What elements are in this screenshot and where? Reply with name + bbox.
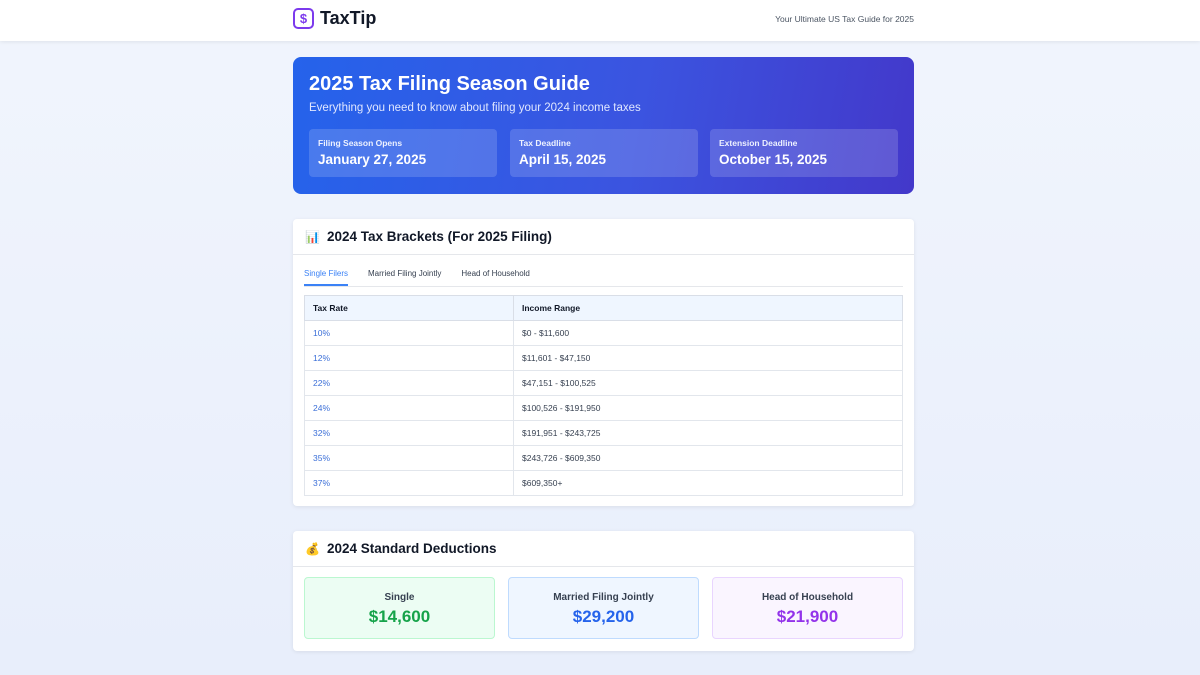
income-range-cell: $100,526 - $191,950 <box>513 395 903 421</box>
filing-status-tabs: Single Filers Married Filing Jointly Hea… <box>304 269 903 287</box>
table-row: 32% $191,951 - $243,725 <box>304 420 903 446</box>
brand-name: TaxTip <box>320 8 377 28</box>
date-card-extension-deadline: Extension Deadline October 15, 2025 <box>710 129 898 177</box>
deduction-label: Head of Household <box>761 592 854 603</box>
tax-rate-cell: 35% <box>304 445 514 471</box>
date-label: Tax Deadline <box>519 138 571 148</box>
tab-married-filing-jointly[interactable]: Married Filing Jointly <box>368 269 442 278</box>
deduction-married-filing-jointly: Married Filing Jointly $29,200 <box>508 577 699 639</box>
deduction-value: $14,600 <box>368 607 431 626</box>
card-header: 💰 2024 Standard Deductions <box>293 531 914 567</box>
tab-head-of-household[interactable]: Head of Household <box>461 269 530 278</box>
income-range-cell: $609,350+ <box>513 470 903 496</box>
hero-subtitle: Everything you need to know about filing… <box>309 102 641 114</box>
tax-rate-cell: 10% <box>304 320 514 346</box>
table-header-row: Tax Rate Income Range <box>304 295 903 321</box>
deduction-single: Single $14,600 <box>304 577 495 639</box>
table-row: 10% $0 - $11,600 <box>304 320 903 346</box>
income-range-cell: $11,601 - $47,150 <box>513 345 903 371</box>
standard-deductions-card: 💰 2024 Standard Deductions Single $14,60… <box>293 531 914 651</box>
date-value: April 15, 2025 <box>519 152 607 167</box>
column-header-tax-rate: Tax Rate <box>304 295 514 321</box>
table-row: 24% $100,526 - $191,950 <box>304 395 903 421</box>
tax-rate-cell: 12% <box>304 345 514 371</box>
income-range-cell: $243,726 - $609,350 <box>513 445 903 471</box>
dollar-logo-icon: $ <box>293 8 314 29</box>
date-card-tax-deadline: Tax Deadline April 15, 2025 <box>510 129 698 177</box>
brand[interactable]: $ TaxTip <box>293 8 376 29</box>
card-title: 2024 Tax Brackets (For 2025 Filing) <box>327 229 552 244</box>
tax-rate-cell: 24% <box>304 395 514 421</box>
card-title: 2024 Standard Deductions <box>327 541 497 556</box>
date-value: October 15, 2025 <box>719 152 828 167</box>
tab-single-filers[interactable]: Single Filers <box>304 269 349 286</box>
income-range-cell: $0 - $11,600 <box>513 320 903 346</box>
deduction-value: $29,200 <box>572 607 635 626</box>
tax-rate-cell: 32% <box>304 420 514 446</box>
table-row: 37% $609,350+ <box>304 470 903 496</box>
table-row: 22% $47,151 - $100,525 <box>304 370 903 396</box>
hero-banner: 2025 Tax Filing Season Guide Everything … <box>293 57 914 194</box>
column-header-income-range: Income Range <box>513 295 903 321</box>
income-range-cell: $191,951 - $243,725 <box>513 420 903 446</box>
top-navbar: $ TaxTip Your Ultimate US Tax Guide for … <box>0 0 1200 41</box>
card-header: 📊 2024 Tax Brackets (For 2025 Filing) <box>293 219 914 255</box>
date-value: January 27, 2025 <box>318 152 427 167</box>
deduction-label: Single <box>384 592 415 603</box>
date-card-filing-opens: Filing Season Opens January 27, 2025 <box>309 129 497 177</box>
tax-rate-cell: 37% <box>304 470 514 496</box>
bar-chart-icon: 📊 <box>305 229 320 244</box>
deduction-label: Married Filing Jointly <box>553 592 654 603</box>
deduction-value: $21,900 <box>776 607 839 626</box>
date-label: Filing Season Opens <box>318 138 403 148</box>
date-label: Extension Deadline <box>719 138 798 148</box>
hero-title: 2025 Tax Filing Season Guide <box>309 73 590 95</box>
tax-rate-cell: 22% <box>304 370 514 396</box>
tax-brackets-table: Tax Rate Income Range 10% $0 - $11,600 1… <box>304 295 903 496</box>
tagline: Your Ultimate US Tax Guide for 2025 <box>775 14 914 24</box>
income-range-cell: $47,151 - $100,525 <box>513 370 903 396</box>
money-bag-icon: 💰 <box>305 541 320 556</box>
table-row: 35% $243,726 - $609,350 <box>304 445 903 471</box>
table-row: 12% $11,601 - $47,150 <box>304 345 903 371</box>
deduction-head-of-household: Head of Household $21,900 <box>712 577 903 639</box>
tax-brackets-card: 📊 2024 Tax Brackets (For 2025 Filing) Si… <box>293 219 914 506</box>
